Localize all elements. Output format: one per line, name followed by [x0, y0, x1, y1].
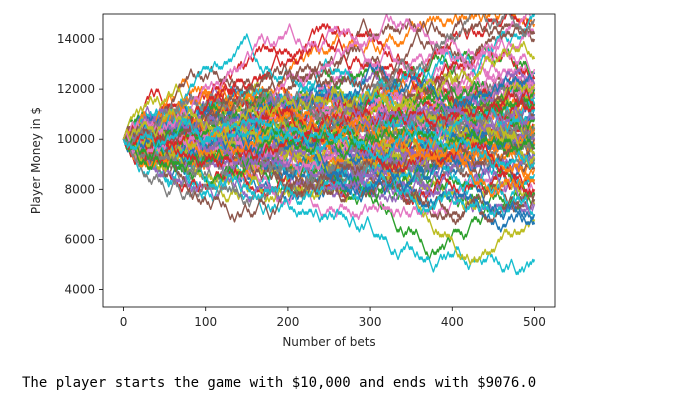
x-tick-label: 300 — [359, 315, 382, 329]
y-tick-label: 14000 — [57, 32, 95, 46]
series-line-87 — [122, 14, 536, 143]
series-layer — [122, 14, 536, 276]
line-chart: 0 100 200 300 400 500 4000 6000 8000 10000 12000 1… — [29, 13, 556, 349]
plot-frame — [102, 13, 556, 308]
series-line-99 — [122, 40, 536, 140]
series-line-44 — [122, 131, 536, 206]
series-line-52 — [122, 14, 536, 143]
y-tick-label: 8000 — [64, 182, 95, 196]
y-tick-label: 12000 — [57, 82, 95, 96]
x-tick-label: 100 — [194, 315, 217, 329]
x-tick-label: 0 — [120, 315, 128, 329]
x-tick-label: 200 — [276, 315, 299, 329]
series-line-82 — [122, 83, 536, 180]
x-tick-label: 500 — [523, 315, 546, 329]
x-tick-label: 400 — [441, 315, 464, 329]
y-tick-label: 4000 — [64, 282, 95, 296]
x-axis-ticks: 0 100 200 300 400 500 — [120, 307, 546, 329]
series-line-97 — [122, 23, 536, 143]
y-axis-ticks: 4000 6000 8000 10000 12000 14000 — [57, 32, 103, 296]
series-line-76 — [122, 128, 536, 223]
series-line-98 — [122, 14, 536, 148]
series-line-56 — [122, 18, 536, 143]
series-line-40 — [122, 138, 536, 276]
chart-area: 0 100 200 300 400 500 4000 6000 8000 10000 12000 1… — [29, 13, 556, 349]
y-tick-label: 6000 — [64, 232, 95, 246]
y-axis-label: Player Money in $ — [29, 107, 43, 214]
x-axis-label: Number of bets — [282, 335, 375, 349]
cell-output-text: The player starts the game with $10,000 … — [22, 375, 537, 391]
series-line-83 — [122, 80, 536, 173]
y-tick-label: 10000 — [57, 132, 95, 146]
series-line-94 — [122, 83, 536, 148]
series-line-55 — [122, 128, 536, 203]
series-line-100 — [122, 117, 536, 170]
series-line-93 — [122, 108, 536, 160]
